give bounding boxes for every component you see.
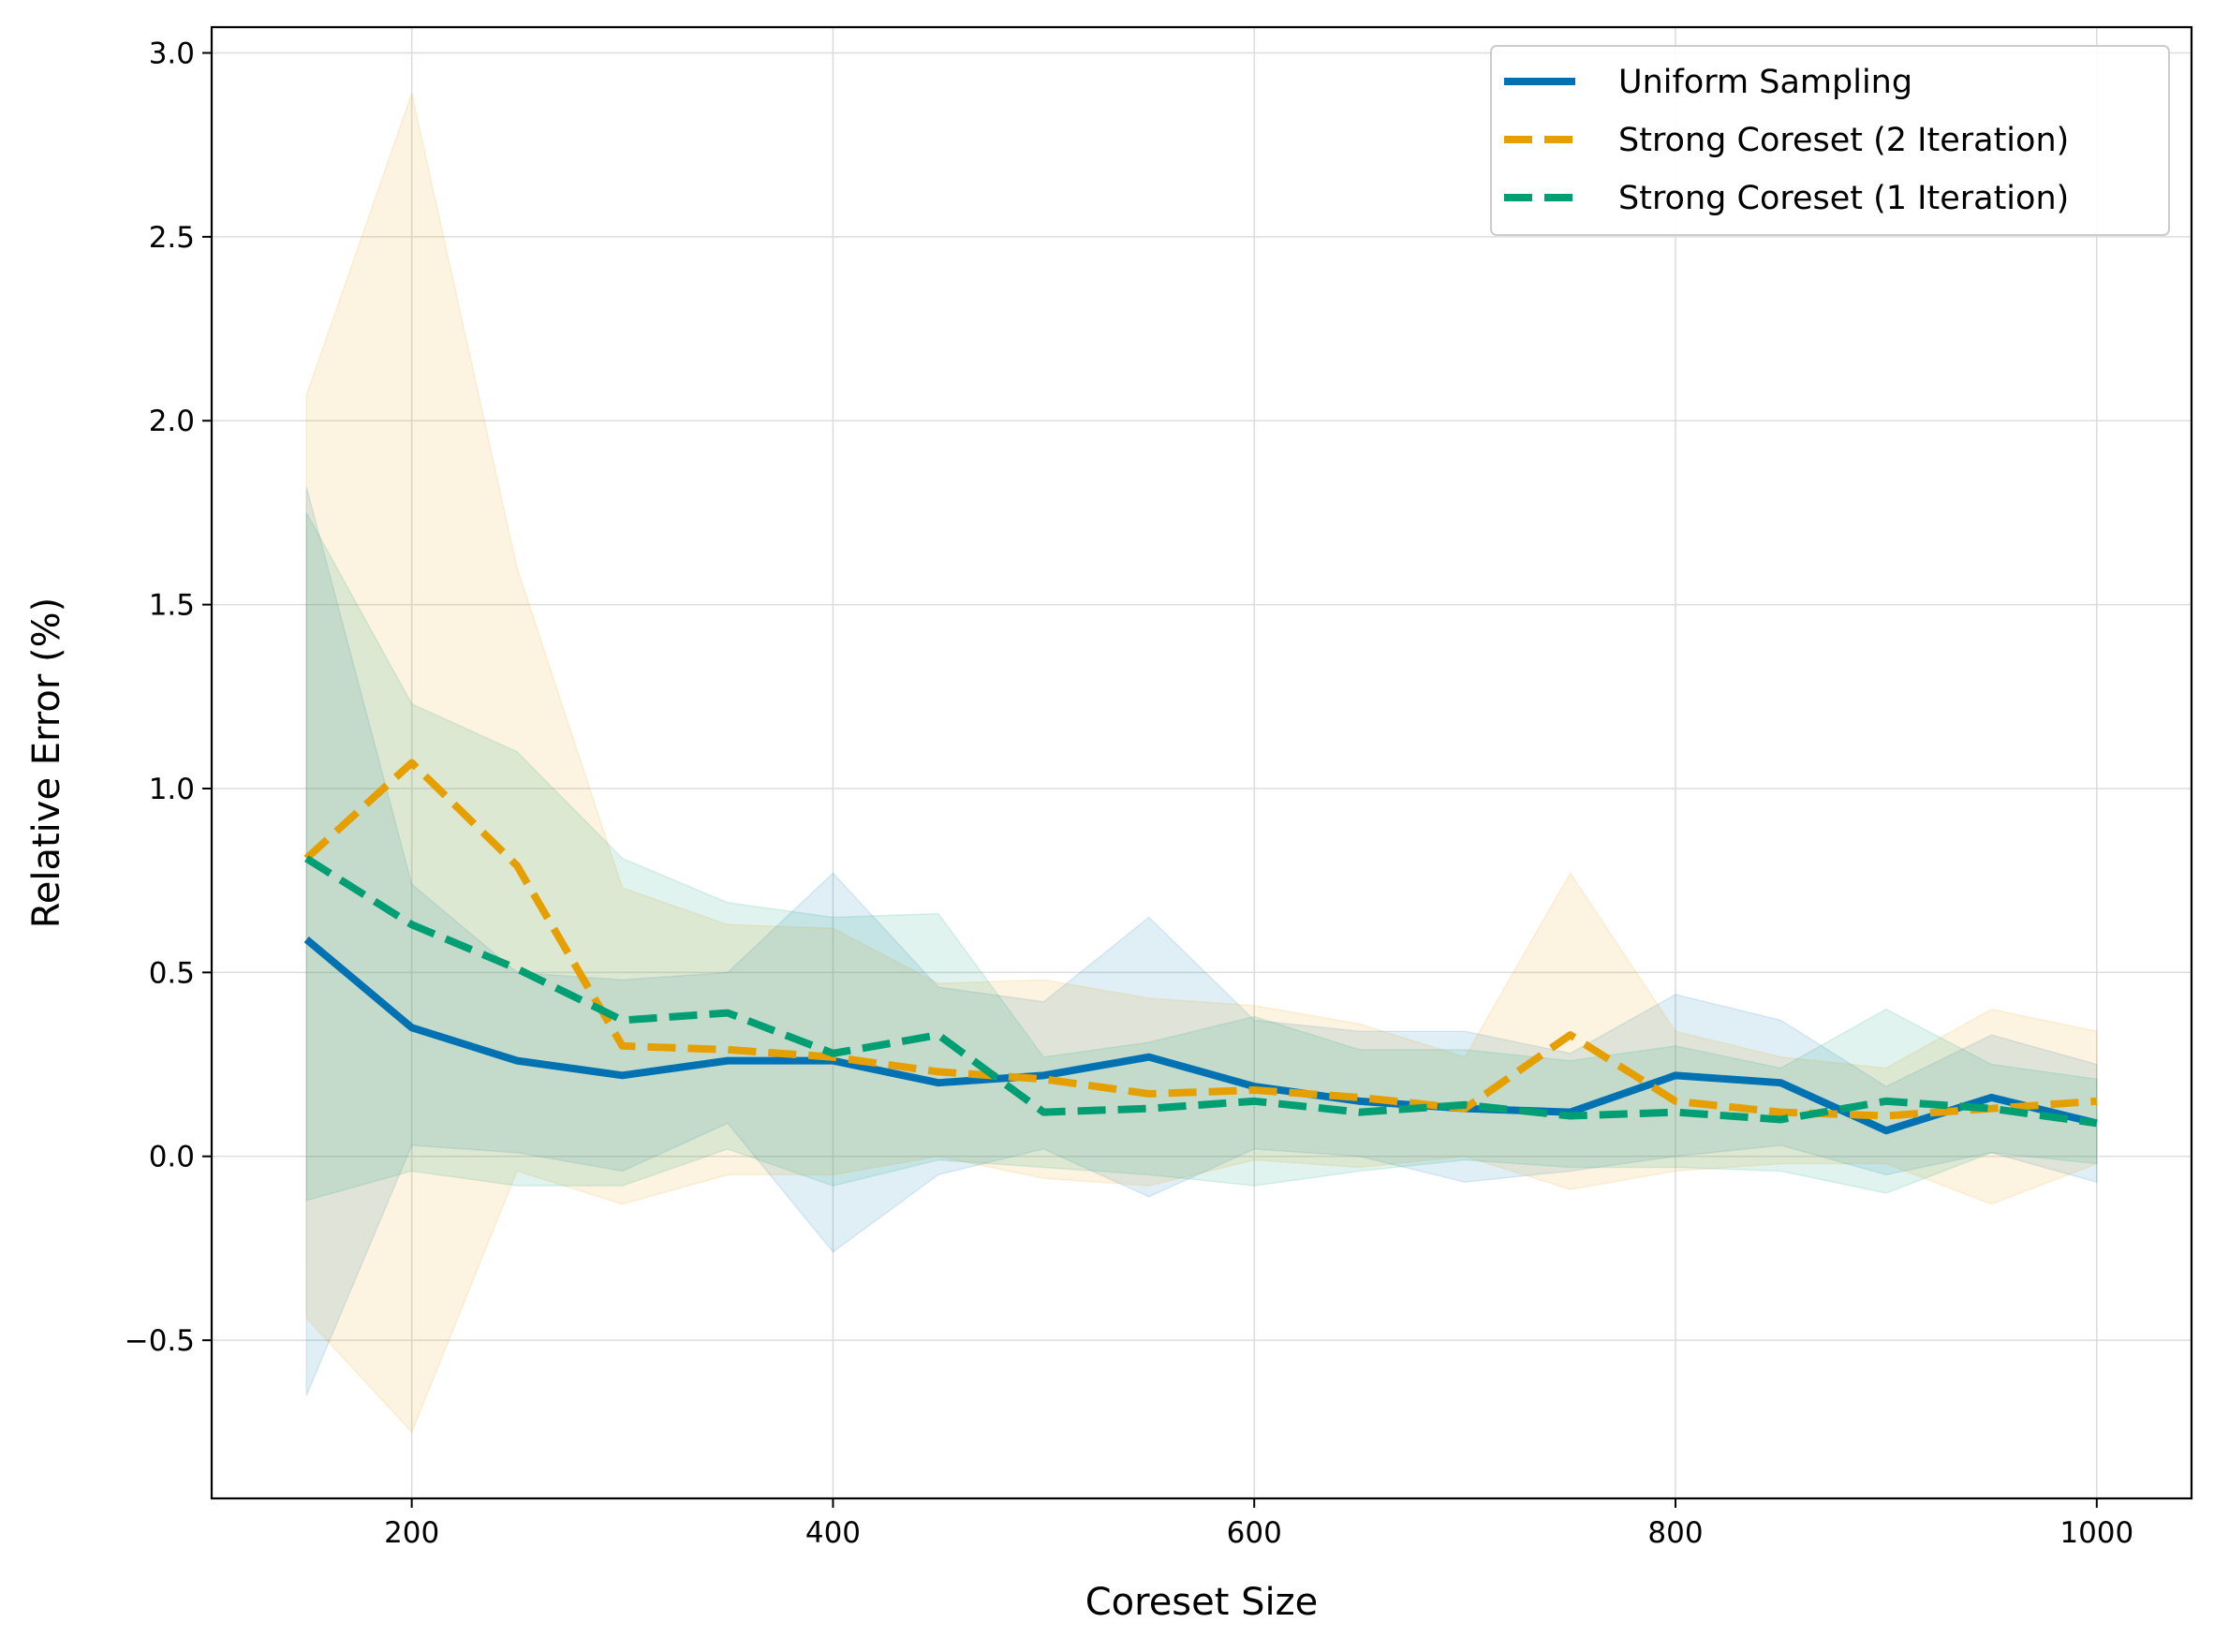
plot-frame [210, 25, 2193, 1500]
line-strong-coreset-2-iteration [303, 759, 2098, 1120]
x-tick-label: 200 [384, 1516, 439, 1550]
legend-box [1490, 45, 2170, 236]
y-tick-label: 2.5 [149, 221, 195, 255]
series-lines [303, 759, 2098, 1135]
y-tick-label: 3.0 [149, 37, 195, 70]
y-tick-label: 1.5 [149, 589, 195, 623]
legend-label-uniform-sampling: Uniform Sampling [1618, 64, 1912, 101]
x-tick-label: 1000 [2059, 1516, 2133, 1550]
band-strong-coreset-2-iteration [305, 90, 2098, 1434]
x-tick-label: 600 [1227, 1516, 1282, 1550]
band-uniform-sampling [305, 486, 2098, 1396]
x-tick-label: 800 [1647, 1516, 1703, 1550]
x-axis-ticks: 200 400 600 800 1000 [384, 1498, 2133, 1550]
legend-label-strong-coreset-2-iteration: Strong Coreset (2 Iteration) [1618, 122, 2069, 159]
y-tick-label: −0.5 [125, 1324, 195, 1358]
y-tick-label: 2.0 [149, 405, 195, 438]
line-strong-coreset-1-iteration [304, 855, 2098, 1128]
error-bands [305, 90, 2098, 1434]
y-axis-label: Relative Error (%) [25, 597, 68, 928]
y-tick-label: 1.0 [149, 773, 195, 806]
line-uniform-sampling [303, 936, 2098, 1135]
x-tick-label: 400 [805, 1516, 861, 1550]
y-tick-label: 0.0 [149, 1141, 195, 1174]
legend: Uniform Sampling Strong Coreset (2 Iterat… [1490, 45, 2170, 236]
band-strong-coreset-1-iteration [305, 512, 2098, 1202]
y-axis-ticks: −0.5 0.0 0.5 1.0 1.5 2.0 2.5 3.0 [125, 37, 212, 1358]
legend-label-strong-coreset-1-iteration: Strong Coreset (1 Iteration) [1618, 180, 2069, 217]
grid-lines [212, 27, 2192, 1498]
x-axis-label: Coreset Size [1085, 1581, 1319, 1624]
y-tick-label: 0.5 [149, 956, 195, 990]
